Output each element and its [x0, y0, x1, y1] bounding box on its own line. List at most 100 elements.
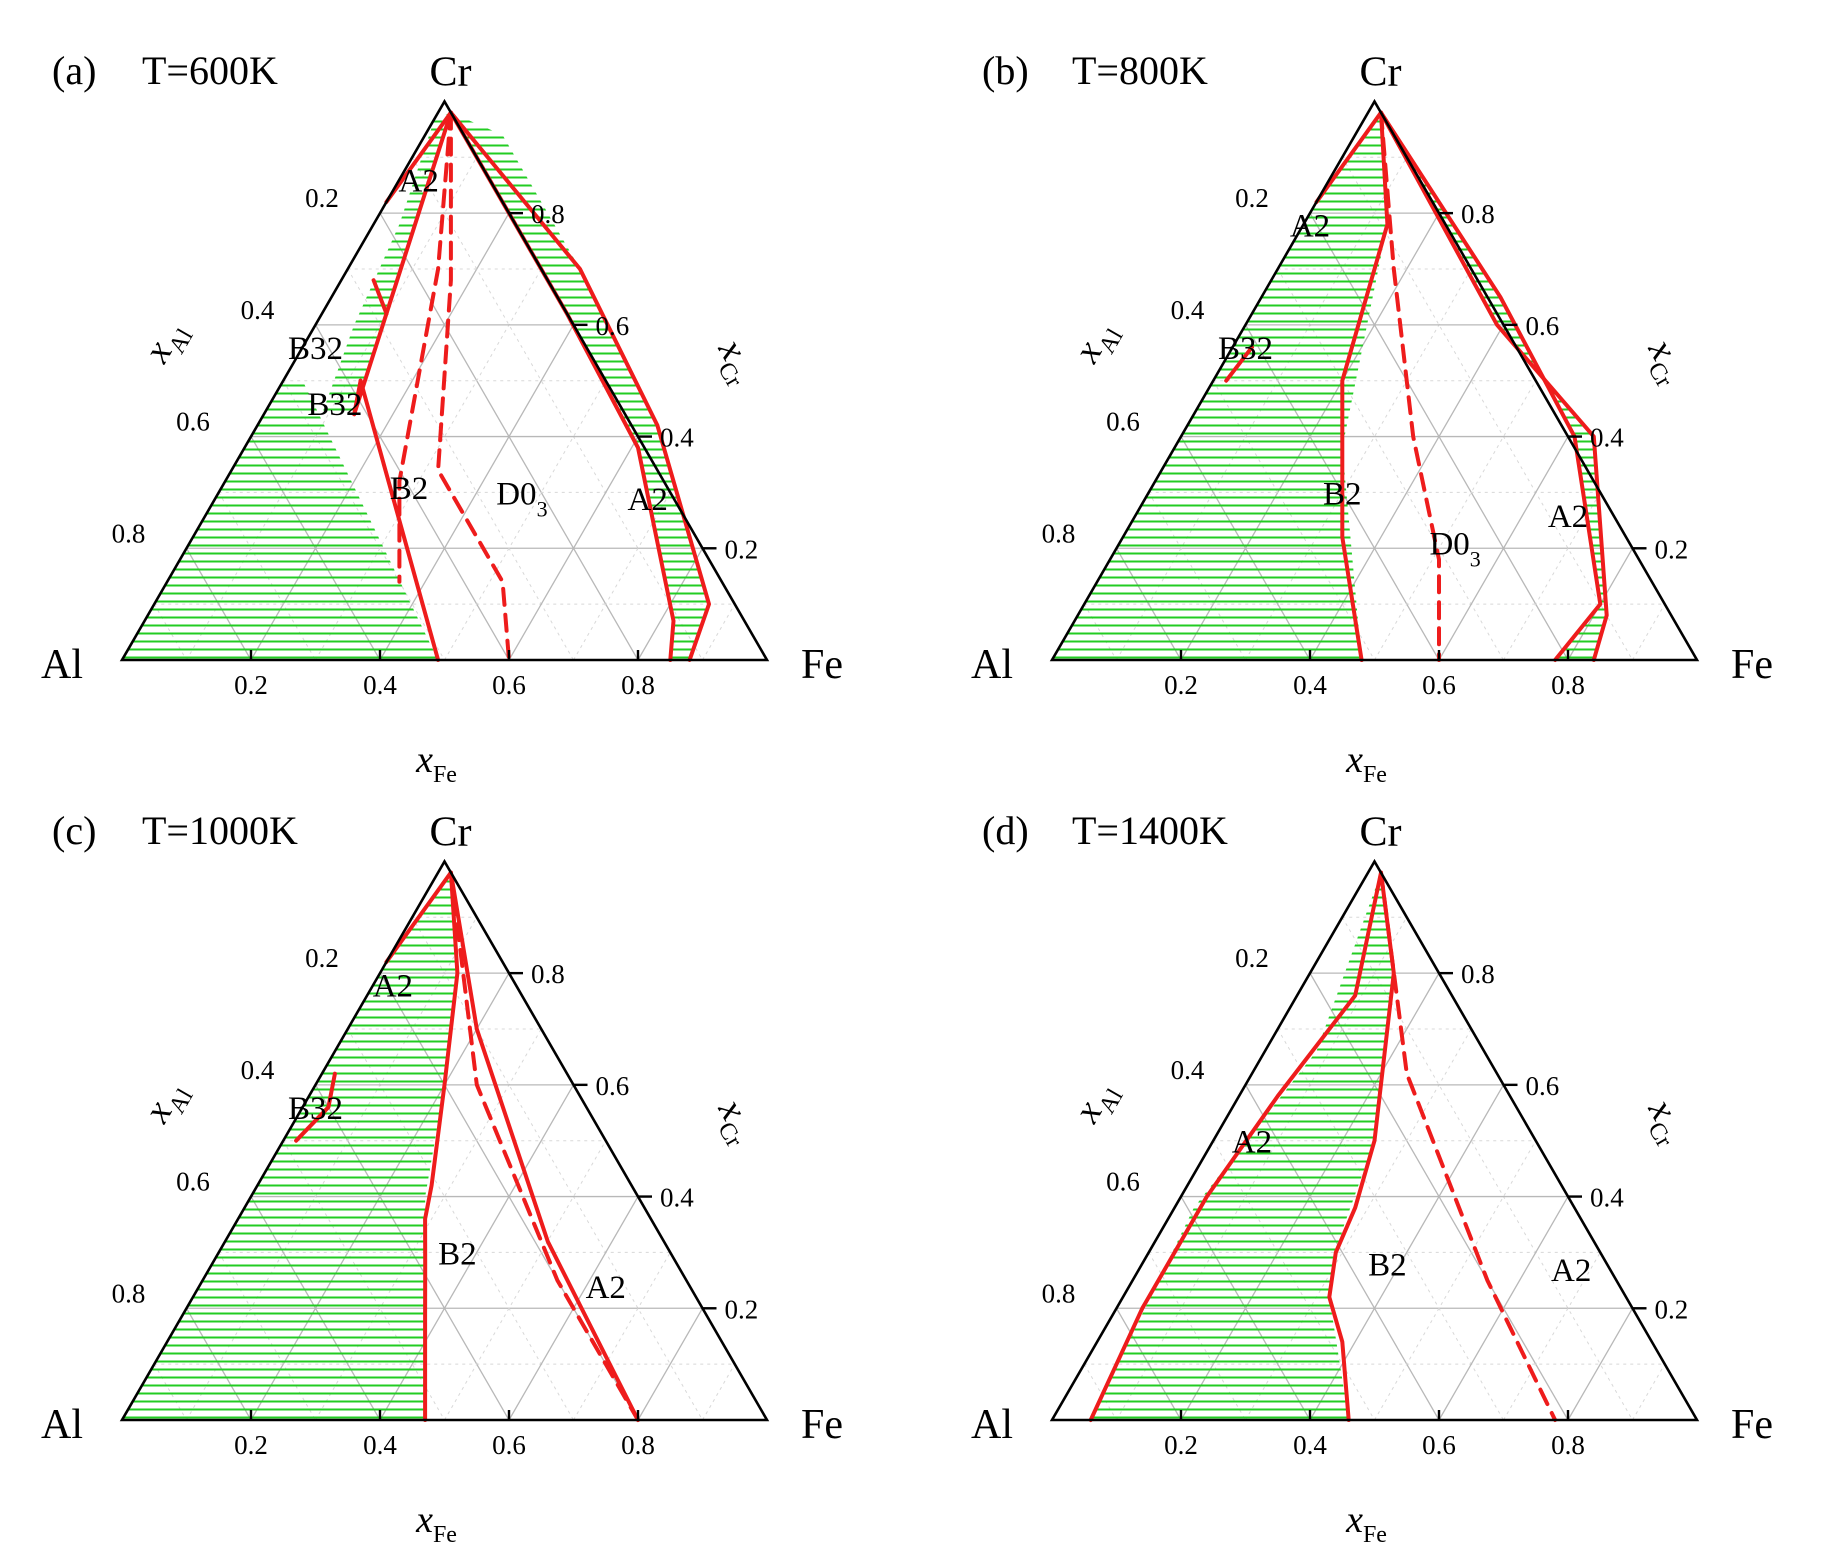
region-label: D03 — [496, 476, 547, 521]
phase-boundary-solid — [1088, 870, 1383, 1422]
vertex-label-al: Al — [971, 1402, 1013, 1448]
vertex-label-fe: Fe — [1731, 1402, 1773, 1448]
tick-label-cr: 0.4 — [660, 1183, 694, 1213]
tick-label-cr: 0.8 — [531, 199, 565, 229]
tick-label-fe: 0.2 — [1164, 670, 1198, 700]
tick-label-fe: 0.8 — [1551, 1430, 1585, 1460]
region-label: A2 — [628, 482, 668, 518]
tick-label-al: 0.8 — [112, 1278, 146, 1308]
grid-line-fe — [508, 436, 639, 661]
tick-label-cr: 0.2 — [725, 534, 759, 564]
region-label: B32 — [1218, 331, 1273, 367]
grid-line-fe — [444, 380, 607, 661]
vertex-label-al: Al — [41, 1402, 83, 1448]
grid-line-fe — [702, 1363, 736, 1421]
grid-line-fe — [1632, 603, 1666, 661]
grid-line-fe — [1632, 1363, 1666, 1421]
phase-boundary-solid — [384, 110, 453, 204]
axis-label-fe: xFe — [415, 1499, 457, 1547]
tick-label-al: 0.8 — [1042, 518, 1076, 548]
phase-boundary-solid — [1379, 110, 1609, 662]
phase-boundary-solid — [1327, 870, 1396, 1422]
grid-line-al — [411, 917, 703, 1421]
axis-label-al: xAl — [1065, 313, 1129, 374]
triangle-frame — [119, 98, 770, 662]
tick-label-al: 0.4 — [1171, 295, 1205, 325]
grid-line-al — [347, 1028, 574, 1421]
region-label: A2 — [399, 164, 439, 200]
vertex-label-cr: Cr — [1360, 49, 1402, 95]
tick-label-al: 0.2 — [305, 183, 339, 213]
axis-label-al: xAl — [135, 313, 199, 374]
grid-line-fe — [186, 157, 478, 661]
tick-label-cr: 0.2 — [725, 1294, 759, 1324]
two-phase-region — [1381, 112, 1607, 661]
tick-label-al: 0.4 — [241, 1055, 275, 1085]
region-label: A2 — [1551, 1253, 1591, 1289]
tick-label-cr: 0.6 — [596, 311, 630, 341]
tick-label-fe: 0.2 — [1164, 1430, 1198, 1460]
grid-line-al — [347, 268, 574, 661]
axis-label-cr: xCr — [703, 1091, 766, 1152]
vertex-label-fe: Fe — [801, 642, 843, 688]
tick-label-al: 0.4 — [1171, 1055, 1205, 1085]
tick-label-fe: 0.8 — [1551, 670, 1585, 700]
vertex-label-al: Al — [41, 642, 83, 688]
tick-label-al: 0.6 — [176, 1167, 210, 1197]
grid-line-al — [1277, 268, 1504, 661]
tick-label-fe: 0.8 — [621, 670, 655, 700]
triangle-frame — [119, 858, 770, 1422]
grid-line-fe — [573, 1252, 671, 1421]
tick-label-fe: 0.2 — [234, 670, 268, 700]
tick-label-cr: 0.6 — [1526, 1071, 1560, 1101]
panel-label: (c) — [52, 808, 96, 853]
region-label: B2 — [1323, 476, 1362, 512]
ternary-panel-3: 0.2 0.2 0.2 0.4 0.4 0.4 0.6 0.6 0.6 0.8 0.8 0.8 Cr Al… — [41, 808, 843, 1547]
grid-line-fe — [1503, 492, 1601, 661]
tick-label-cr: 0.2 — [1655, 1294, 1689, 1324]
temperature-label: T=600K — [142, 48, 278, 93]
axis-label-cr: xCr — [1633, 331, 1696, 392]
two-phase-region — [321, 112, 451, 415]
axis-label-al: xAl — [135, 1073, 199, 1134]
vertex-label-cr: Cr — [430, 809, 472, 855]
grid-line-al — [1277, 1028, 1504, 1421]
axis-label-fe: xFe — [415, 739, 457, 788]
region-label: A2 — [586, 1270, 626, 1306]
temperature-label: T=800K — [1072, 48, 1208, 93]
region-label: D03 — [1429, 527, 1480, 572]
region-label: A2 — [1290, 208, 1330, 244]
tick-label-al: 0.6 — [1106, 407, 1140, 437]
tick-label-fe: 0.2 — [234, 1430, 268, 1460]
phase-boundary-solid — [448, 870, 640, 1422]
axis-label-al: xAl — [1065, 1073, 1129, 1134]
two-phase-region — [122, 872, 458, 1420]
tick-label-fe: 0.6 — [492, 670, 526, 700]
phase-boundary-solid — [1379, 110, 1603, 662]
phase-boundary-solid — [294, 1071, 337, 1143]
tick-label-fe: 0.4 — [1293, 1430, 1327, 1460]
temperature-label: T=1000K — [142, 808, 298, 853]
tick-label-cr: 0.4 — [1590, 1183, 1624, 1213]
tick-label-al: 0.2 — [305, 943, 339, 973]
grid-line-fe — [315, 1028, 542, 1421]
vertex-label-fe: Fe — [1731, 642, 1773, 688]
phase-boundary-dashed — [448, 870, 640, 1422]
phase-boundary-solid — [352, 110, 453, 417]
panel-label: (d) — [982, 808, 1029, 853]
grid-line-fe — [1245, 268, 1472, 661]
tick-label-al: 0.4 — [241, 295, 275, 325]
tick-label-cr: 0.6 — [1526, 311, 1560, 341]
grid-line-al — [1341, 157, 1633, 661]
phase-boundary-solid — [448, 110, 711, 662]
grid-line-fe — [637, 1307, 704, 1421]
two-phase-region — [122, 380, 439, 660]
grid-line-fe — [444, 1140, 607, 1421]
tick-label-fe: 0.6 — [1422, 670, 1456, 700]
axis-label-cr: xCr — [1633, 1091, 1696, 1152]
region-label: A2 — [1548, 499, 1588, 535]
vertex-label-al: Al — [971, 642, 1013, 688]
tick-label-fe: 0.8 — [621, 1430, 655, 1460]
grid-line-fe — [1438, 1196, 1569, 1421]
grid-line-fe — [1503, 1252, 1601, 1421]
